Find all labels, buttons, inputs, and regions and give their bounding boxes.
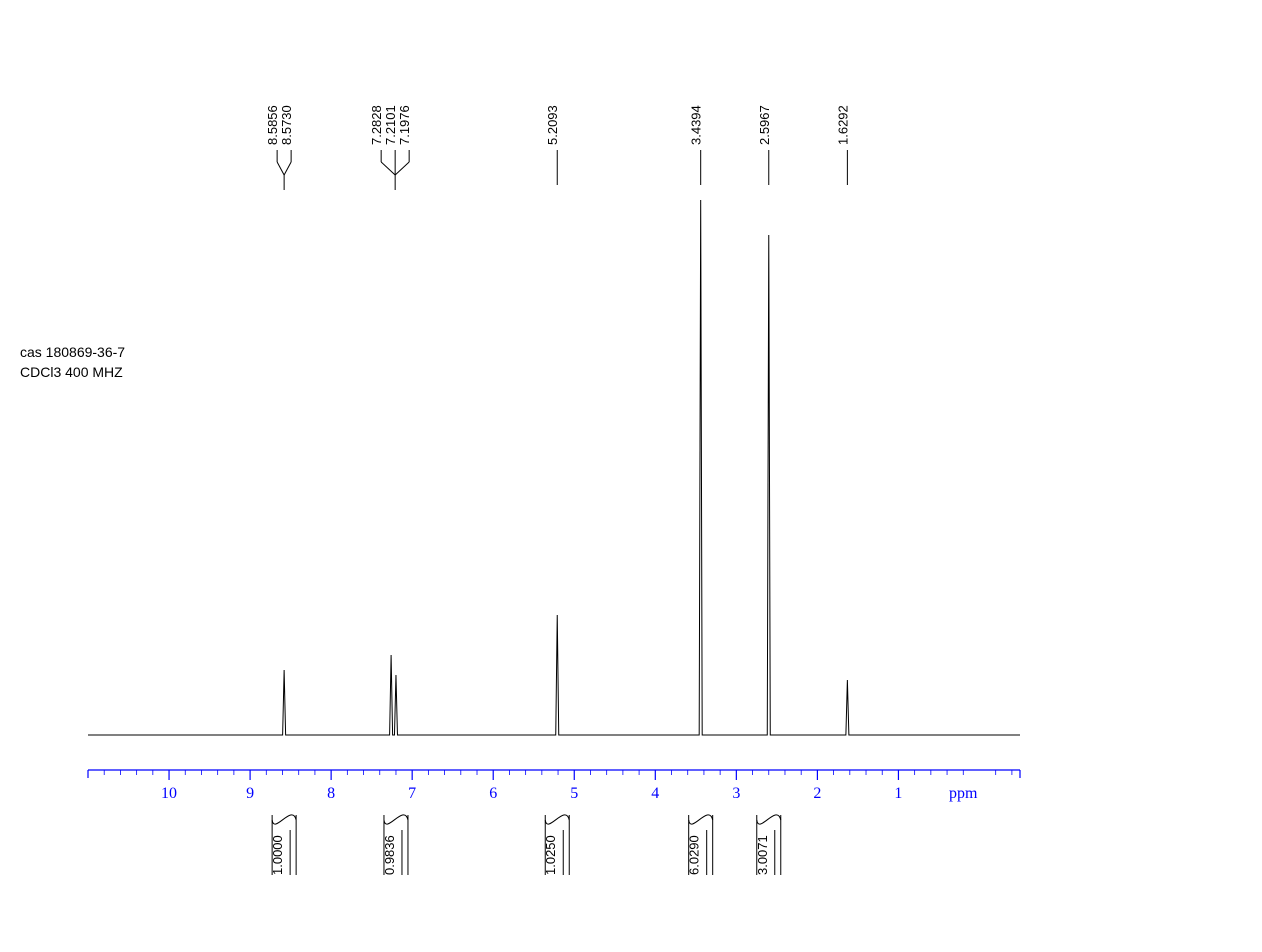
peak-label: 8.5856: [265, 105, 280, 145]
integral-curve: [689, 815, 713, 824]
integral-curve: [545, 815, 569, 824]
axis-tick-label: 5: [570, 785, 578, 802]
integral-curve: [384, 815, 408, 824]
axis-tick-label: 2: [813, 785, 821, 802]
axis-tick-label: 7: [408, 785, 416, 802]
peak-label-connector: [395, 162, 409, 175]
peak-label-connector: [381, 162, 395, 175]
integral-value: 3.0071: [755, 835, 770, 875]
axis-tick-label: 8: [327, 785, 335, 802]
peak-label: 7.2101: [383, 105, 398, 145]
axis-tick-label: 3: [732, 785, 740, 802]
integral-value: 0.9836: [382, 835, 397, 875]
peak-label: 8.5730: [279, 105, 294, 145]
axis-tick-label: 4: [651, 785, 659, 802]
integral-value: 1.0000: [270, 835, 285, 875]
spectrum-trace: [88, 200, 1020, 735]
axis-tick-label: 6: [489, 785, 497, 802]
peak-label: 1.6292: [835, 105, 850, 145]
spectrum-svg: 10 9 8 7 6 5 4 3 2 1 ppm 8.58568.5730 7.28287.21017.…: [0, 0, 1262, 952]
axis-tick-label: 10: [161, 785, 177, 802]
axis-tick-label: 9: [246, 785, 254, 802]
integral-curve: [757, 815, 781, 824]
peak-label-connector: [284, 162, 291, 175]
peak-label: 7.2828: [369, 105, 384, 145]
peak-label: 5.2093: [545, 105, 560, 145]
peak-label: 7.1976: [397, 105, 412, 145]
nmr-spectrum-figure: cas 180869-36-7 CDCl3 400 MHZ 1098765432…: [0, 0, 1262, 952]
axis-unit-label: ppm: [949, 785, 978, 802]
peak-label-connector: [277, 162, 284, 175]
integral-value: 1.0250: [543, 835, 558, 875]
integral-value: 6.0290: [687, 835, 702, 875]
peak-label: 3.4394: [689, 105, 704, 145]
integral-curve: [272, 815, 296, 824]
axis-tick-label: 1: [894, 785, 902, 802]
peak-label: 2.5967: [757, 105, 772, 145]
